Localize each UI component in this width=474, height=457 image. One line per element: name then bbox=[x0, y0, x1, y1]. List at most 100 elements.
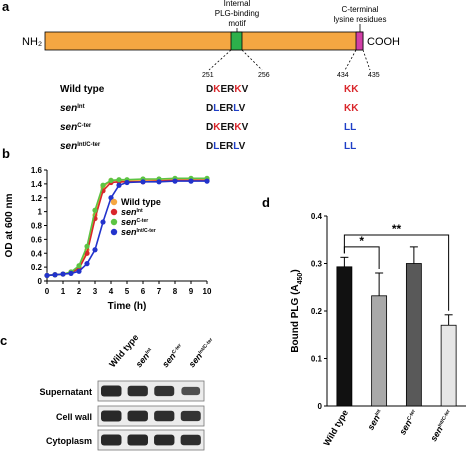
protein-bar bbox=[44, 31, 364, 51]
cter-sequence-0: KK bbox=[344, 84, 359, 95]
legend-label-1-sup: Int bbox=[137, 208, 143, 214]
residue-2-2: E bbox=[220, 122, 227, 133]
data-point-2-6 bbox=[92, 207, 98, 213]
significance-label-0: * bbox=[359, 234, 364, 248]
nh2-label: NH₂ bbox=[22, 36, 42, 48]
blot-row-label-2: Cytoplasm bbox=[46, 436, 92, 446]
growth-curve-chart: 0 0.2 0.4 0.6 0.8 1 1.2 1.4 1.6 0 1 2 3 4 5 6 7 8 9 10 Time … bbox=[4, 166, 212, 312]
y-axis-label-end: ) bbox=[290, 269, 301, 272]
motif-expand-left bbox=[208, 49, 232, 71]
data-point-3-11 bbox=[140, 179, 146, 185]
lane-label-2: senC-ter bbox=[160, 342, 185, 369]
motif-label-line3: motif bbox=[228, 19, 246, 28]
legend-label-2-sup: C-ter bbox=[137, 218, 149, 224]
residue-2-4: K bbox=[234, 122, 242, 133]
blot-band-2-1 bbox=[127, 434, 148, 446]
lane-label-1-sup: Int bbox=[144, 347, 153, 356]
significance-bracket-1 bbox=[343, 234, 450, 311]
data-point-3-15 bbox=[204, 178, 210, 184]
y-axis-label: OD at 600 nm bbox=[4, 193, 15, 257]
residue-3-3: R bbox=[226, 141, 234, 152]
position-251: 251 bbox=[202, 72, 214, 79]
x-tick-label: 6 bbox=[141, 287, 146, 296]
bar-3 bbox=[440, 324, 457, 407]
series-line-3 bbox=[46, 180, 207, 277]
y-tick-label: 0.1 bbox=[311, 355, 323, 364]
y-tick-label: 0.3 bbox=[311, 260, 323, 269]
cter-expand-left bbox=[344, 49, 357, 71]
x-tick-label: 7 bbox=[157, 287, 162, 296]
bar-2 bbox=[405, 263, 422, 407]
legend-label-0-base: Wild type bbox=[121, 197, 161, 207]
data-point-3-3 bbox=[68, 270, 74, 276]
data-point-3-6 bbox=[92, 247, 98, 253]
data-point-3-2 bbox=[60, 271, 66, 277]
lane-label-3-sup: Int/C-ter bbox=[197, 337, 214, 356]
data-point-1-5 bbox=[84, 250, 90, 256]
x-tick-label: 3 bbox=[93, 287, 98, 296]
strain-label-1: senInt bbox=[60, 103, 85, 114]
data-point-3-7 bbox=[100, 219, 106, 225]
cooh-label: COOH bbox=[367, 36, 400, 48]
x-tick-label: 8 bbox=[173, 287, 178, 296]
data-point-3-13 bbox=[172, 178, 178, 184]
cter-residue-3-0: L bbox=[344, 141, 350, 152]
bound-plg-bar-chart: 0 0.1 0.2 0.3 0.4 Bound PLG (A450) Wild type se… bbox=[290, 212, 466, 448]
motif-label-line2: PLG-binding bbox=[215, 9, 259, 18]
x-axis-label: Time (h) bbox=[108, 301, 147, 312]
blot-band-2-0 bbox=[101, 434, 122, 446]
data-point-3-1 bbox=[52, 272, 58, 278]
category-label-1-sup: Int bbox=[374, 408, 382, 417]
y-tick-label: 1.4 bbox=[31, 180, 43, 189]
lane-label-3: senInt/C-ter bbox=[187, 336, 217, 369]
position-434: 434 bbox=[337, 72, 349, 79]
strain-label-2-base: sen bbox=[60, 122, 77, 133]
data-point-2-5 bbox=[84, 243, 90, 249]
motif-expand-right bbox=[241, 49, 263, 71]
blot-band-0-2 bbox=[154, 385, 175, 397]
cter-sequence-2: LL bbox=[344, 122, 356, 133]
y-axis-label: Bound PLG (A450) bbox=[290, 269, 304, 352]
motif-label-line1: Internal bbox=[224, 0, 251, 8]
legend-label-2: senC-ter bbox=[121, 217, 148, 227]
category-label-3: senInt/C-ter bbox=[428, 408, 454, 443]
y-tick-label: 0.2 bbox=[311, 307, 323, 316]
blot-band-2-3 bbox=[180, 434, 201, 446]
cter-residue-0-1: K bbox=[351, 84, 359, 95]
strain-label-1-base: sen bbox=[60, 103, 77, 114]
residue-1-3: R bbox=[226, 103, 234, 114]
category-label-3-sup: Int/C-ter bbox=[437, 408, 452, 428]
y-tick-label: 1 bbox=[38, 208, 43, 217]
strain-label-2: senC-ter bbox=[60, 122, 92, 133]
legend-label-3: senInt/C-ter bbox=[121, 227, 156, 237]
y-tick-label: 1.2 bbox=[31, 194, 43, 203]
blot-strip-1 bbox=[97, 405, 205, 427]
bar-0 bbox=[336, 266, 353, 407]
cter-residue-0-0: K bbox=[344, 84, 352, 95]
lane-label-2-sup: C-ter bbox=[171, 343, 183, 356]
strain-label-3-base: sen bbox=[60, 141, 77, 152]
data-point-2-9 bbox=[116, 177, 122, 183]
significance-bracket-0 bbox=[343, 246, 380, 269]
residue-2-5: V bbox=[242, 122, 249, 133]
legend-marker-1 bbox=[110, 208, 118, 216]
x-tick-label: 10 bbox=[203, 287, 212, 296]
y-tick-label: 0.4 bbox=[31, 249, 43, 258]
y-tick-label: 0.2 bbox=[31, 263, 43, 272]
category-label-2: senC-ter bbox=[397, 408, 419, 437]
cter-label-line2: lysine residues bbox=[334, 15, 387, 24]
blot-band-0-1 bbox=[127, 385, 148, 397]
cter-sequence-3: LL bbox=[344, 141, 356, 152]
strain-label-0: Wild type bbox=[60, 84, 105, 95]
cter-residue-2-0: L bbox=[344, 122, 350, 133]
category-label-0: Wild type bbox=[321, 408, 350, 448]
protein-schematic: NH₂ COOH Internal PLG-binding motif C-te… bbox=[22, 0, 400, 79]
y-axis-label-main: Bound PLG (A bbox=[290, 284, 301, 352]
data-point-2-7 bbox=[100, 182, 106, 188]
data-point-2-4 bbox=[76, 263, 82, 269]
data-point-3-10 bbox=[124, 179, 130, 186]
y-tick-label: 0 bbox=[38, 277, 43, 286]
legend-label-1: senInt bbox=[121, 207, 143, 217]
plg-binding-motif-box bbox=[230, 31, 243, 51]
data-point-3-14 bbox=[188, 178, 194, 184]
